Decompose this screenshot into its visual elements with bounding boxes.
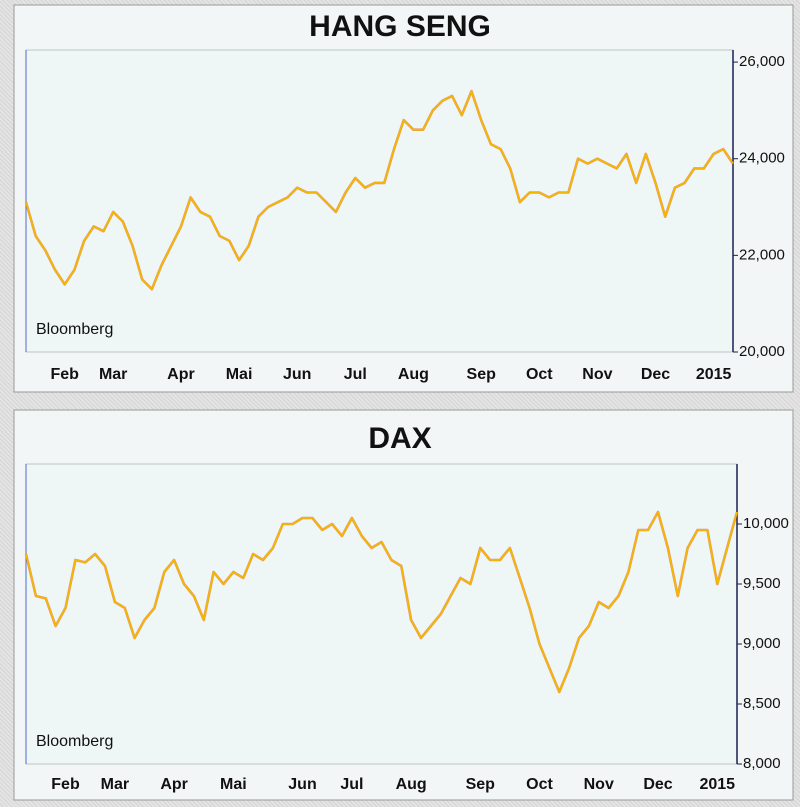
x-tick-label: Aug bbox=[398, 366, 429, 383]
x-tick-label: Mar bbox=[101, 776, 129, 793]
chart-title: DAX bbox=[368, 422, 431, 455]
x-tick-label: Dec bbox=[641, 366, 670, 383]
y-tick-label: 10,000 bbox=[743, 515, 789, 532]
y-tick-label: 20,000 bbox=[739, 343, 785, 360]
x-tick-label: Oct bbox=[526, 366, 553, 383]
x-tick-label: Mar bbox=[99, 366, 127, 383]
plot-area bbox=[25, 49, 734, 353]
y-tick-label: 8,000 bbox=[743, 755, 781, 772]
x-tick-label: Oct bbox=[526, 776, 553, 793]
x-tick-label: Nov bbox=[584, 776, 614, 793]
x-tick-label: Jun bbox=[283, 366, 311, 383]
series-line bbox=[25, 511, 738, 693]
y-tick-label: 9,000 bbox=[743, 635, 781, 652]
x-tick-label: Apr bbox=[167, 366, 195, 383]
x-tick-label: Sep bbox=[466, 776, 496, 793]
annotation: Bloomberg bbox=[36, 321, 113, 338]
x-tick-label: Mai bbox=[220, 776, 247, 793]
y-tick-label: 9,500 bbox=[743, 575, 781, 592]
y-tick-label: 8,500 bbox=[743, 695, 781, 712]
x-tick-label: Feb bbox=[51, 366, 80, 383]
annotation: Bloomberg bbox=[36, 733, 113, 750]
y-tick-label: 26,000 bbox=[739, 53, 785, 70]
y-tick-label: 22,000 bbox=[739, 246, 785, 263]
x-tick-label: Sep bbox=[467, 366, 497, 383]
chart-title: HANG SENG bbox=[309, 10, 491, 43]
plot-area bbox=[25, 463, 738, 765]
series-line bbox=[25, 90, 734, 291]
x-tick-label: 2015 bbox=[699, 776, 735, 793]
x-tick-label: Aug bbox=[396, 776, 427, 793]
x-tick-label: Jul bbox=[340, 776, 363, 793]
x-tick-label: Mai bbox=[226, 366, 253, 383]
x-tick-label: Dec bbox=[643, 776, 672, 793]
x-tick-label: Jun bbox=[288, 776, 316, 793]
x-tick-label: Nov bbox=[582, 366, 612, 383]
x-tick-label: Apr bbox=[160, 776, 188, 793]
x-tick-label: Feb bbox=[51, 776, 80, 793]
x-tick-label: 2015 bbox=[696, 366, 732, 383]
x-tick-label: Jul bbox=[344, 366, 367, 383]
y-tick-label: 24,000 bbox=[739, 150, 785, 167]
